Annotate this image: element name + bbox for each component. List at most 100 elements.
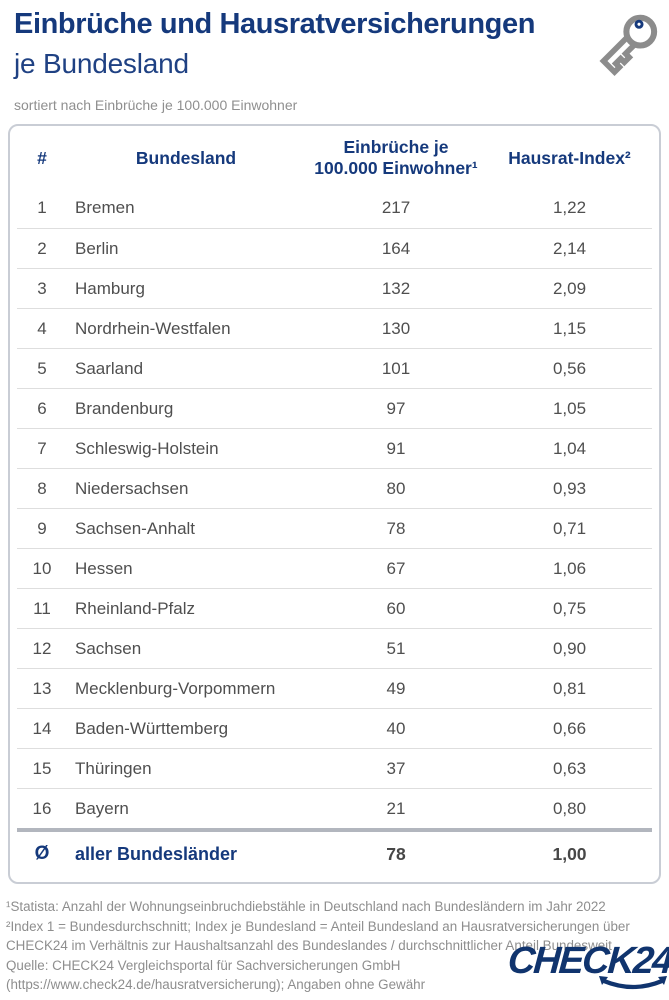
row-rank: 12 [32, 638, 52, 658]
table-row: 12 Sachsen 51 0,90 [17, 628, 652, 668]
table-row: 16 Bayern 21 0,80 [17, 788, 652, 828]
row-rank: 11 [33, 598, 51, 618]
row-hausrat: 0,63 [552, 758, 587, 778]
row-bundesland: Nordrhein-Westfalen [75, 318, 231, 338]
row-rank: 5 [37, 358, 47, 378]
row-bundesland: Hessen [75, 558, 133, 578]
row-hausrat: 0,80 [552, 798, 587, 818]
table-row: 3 Hamburg 132 2,09 [17, 268, 652, 308]
table-row: 14 Baden-Württemberg 40 0,66 [17, 708, 652, 748]
row-rank: 2 [37, 238, 47, 258]
table-row: 10 Hessen 67 1,06 [17, 548, 652, 588]
row-bundesland: Niedersachsen [75, 478, 189, 498]
row-einbrueche: 37 [386, 758, 406, 778]
row-bundesland: Bayern [75, 798, 129, 818]
footnote-index-2: CHECK24 im Verhältnis zur Haushaltsanzah… [6, 938, 612, 953]
row-bundesland: Sachsen-Anhalt [75, 518, 196, 538]
page-subtitle-line: je Bundesland [14, 48, 189, 79]
header-bundesland: Bundesland [135, 147, 237, 168]
footnote-quelle: Quelle: CHECK24 Vergleichsportal für Sac… [6, 957, 401, 973]
table-row: 7 Schleswig-Holstein 91 1,04 [17, 428, 652, 468]
row-einbrueche: 49 [386, 678, 406, 698]
table-row: 2 Berlin 164 2,14 [17, 228, 652, 268]
table-row: 11 Rheinland-Pfalz 60 0,75 [17, 588, 652, 628]
row-einbrueche: 67 [386, 558, 406, 578]
row-rank: 3 [37, 278, 47, 298]
row-bundesland: Bremen [75, 198, 135, 217]
average-label: aller Bundesländer [75, 843, 238, 864]
row-rank: 14 [32, 718, 52, 738]
footer: ¹Statista: Anzahl der Wohnungseinbruchdi… [6, 897, 669, 995]
table-header-row: # Bundesland Einbrüche je 100.000 Einwoh… [17, 128, 652, 188]
header-hausrat-index: Hausrat-Index² [508, 147, 631, 168]
row-einbrueche: 97 [386, 398, 406, 418]
key-icon [589, 10, 667, 90]
table-row: 1 Bremen 217 1,22 [17, 188, 652, 228]
row-rank: 15 [32, 758, 52, 778]
row-bundesland: Thüringen [75, 758, 152, 778]
header: Einbrüche und Hausratversicherungen je B… [0, 0, 669, 113]
row-bundesland: Brandenburg [75, 398, 174, 418]
row-einbrueche: 101 [381, 358, 411, 378]
table-row: 4 Nordrhein-Westfalen 130 1,15 [17, 308, 652, 348]
row-bundesland: Hamburg [75, 278, 145, 298]
average-einbrueche: 78 [386, 843, 406, 864]
row-rank: 10 [32, 558, 52, 578]
row-hausrat: 1,22 [552, 198, 587, 217]
row-rank: 16 [32, 798, 52, 818]
row-einbrueche: 164 [381, 238, 411, 258]
footnote-index-1: ²Index 1 = Bundesdurchschnitt; Index je … [6, 918, 630, 934]
row-einbrueche: 130 [381, 318, 411, 338]
logo-swoosh-icon [599, 976, 667, 990]
row-einbrueche: 51 [386, 638, 406, 658]
page-title: Einbrüche und Hausratversicherungen [14, 8, 536, 40]
sort-note: sortiert nach Einbrüche je 100.000 Einwo… [14, 97, 298, 113]
row-rank: 6 [37, 398, 47, 418]
row-hausrat: 0,66 [552, 718, 587, 738]
row-rank: 4 [37, 318, 47, 338]
row-einbrueche: 91 [386, 438, 406, 458]
average-symbol: Ø [34, 843, 50, 864]
row-bundesland: Berlin [75, 238, 119, 258]
row-rank: 13 [32, 678, 52, 698]
row-einbrueche: 78 [386, 518, 406, 538]
row-hausrat: 2,09 [552, 278, 587, 298]
row-einbrueche: 40 [386, 718, 406, 738]
footnote-statista: ¹Statista: Anzahl der Wohnungseinbruchdi… [6, 899, 606, 914]
row-einbrueche: 21 [386, 798, 406, 818]
row-rank: 7 [37, 438, 47, 458]
row-hausrat: 1,15 [552, 318, 587, 338]
row-einbrueche: 132 [381, 278, 411, 298]
row-hausrat: 2,14 [552, 238, 587, 258]
average-separator [17, 828, 652, 832]
footnote-url: (https://www.check24.de/hausratversicher… [6, 977, 426, 992]
average-row: Ø aller Bundesländer 78 1,00 [17, 832, 652, 876]
table-row: 15 Thüringen 37 0,63 [17, 748, 652, 788]
table-row: 5 Saarland 101 0,56 [17, 348, 652, 388]
row-hausrat: 1,04 [552, 438, 587, 458]
table-row: 9 Sachsen-Anhalt 78 0,71 [17, 508, 652, 548]
header-einbrueche: Einbrüche je 100.000 Einwohner¹ [314, 137, 478, 178]
table-row: 6 Brandenburg 97 1,05 [17, 388, 652, 428]
row-rank: 1 [37, 198, 47, 217]
row-bundesland: Saarland [75, 358, 144, 378]
row-bundesland: Rheinland-Pfalz [75, 598, 196, 618]
header-rank: # [37, 147, 47, 168]
row-hausrat: 0,75 [552, 598, 587, 618]
table-row: 13 Mecklenburg-Vorpommern 49 0,81 [17, 668, 652, 708]
row-einbrueche: 60 [386, 598, 406, 618]
row-bundesland: Sachsen [75, 638, 142, 658]
row-hausrat: 1,05 [552, 398, 587, 418]
row-bundesland: Schleswig-Holstein [75, 438, 219, 458]
row-rank: 8 [37, 478, 47, 498]
row-bundesland: Baden-Württemberg [75, 718, 229, 738]
row-rank: 9 [37, 518, 47, 538]
row-bundesland: Mecklenburg-Vorpommern [75, 678, 276, 698]
row-hausrat: 0,56 [552, 358, 587, 378]
check24-logo: CHECK24 [506, 940, 669, 992]
row-hausrat: 1,06 [552, 558, 587, 578]
table-row: 8 Niedersachsen 80 0,93 [17, 468, 652, 508]
row-hausrat: 0,93 [552, 478, 587, 498]
check24-logo-text: CHECK24 [506, 940, 669, 982]
